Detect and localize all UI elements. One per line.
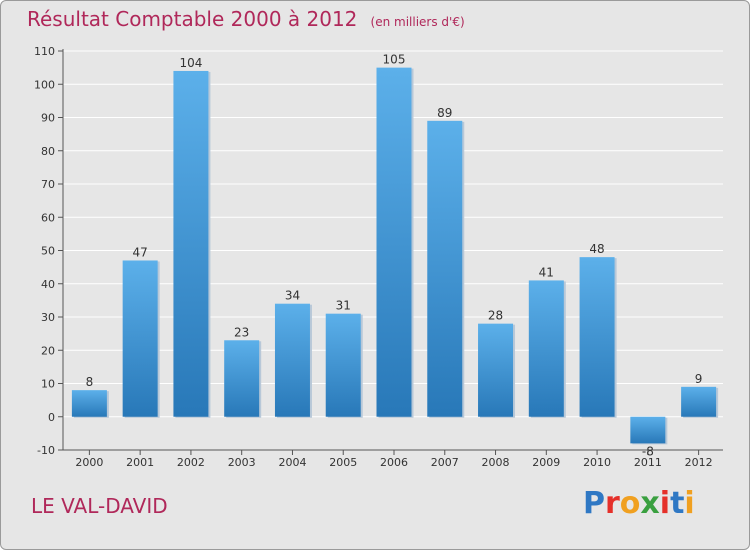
- brand-letter: P: [583, 486, 605, 521]
- bar-value-label: 41: [539, 265, 554, 279]
- x-tick-label: 2007: [431, 456, 459, 469]
- x-tick-label: 2011: [634, 456, 662, 469]
- x-tick-label: 2003: [228, 456, 256, 469]
- bar-value-label: -8: [642, 444, 654, 458]
- bar: [122, 260, 158, 417]
- brand-letter: i: [659, 486, 671, 521]
- brand-letter: t: [670, 486, 685, 521]
- bar: [427, 120, 463, 417]
- x-tick-label: 2004: [278, 456, 306, 469]
- label-layer: 8 47 104 23 34 31 105 89 28 41 48 -8 9: [86, 53, 703, 459]
- bar: [681, 386, 717, 417]
- bar-value-label: 34: [285, 289, 300, 303]
- y-tick-label: -10: [37, 444, 55, 457]
- bar: [376, 67, 412, 417]
- y-tick-label: 40: [41, 278, 55, 291]
- y-tick-label: 20: [41, 344, 55, 357]
- bar: [579, 257, 615, 417]
- y-tick-label: 70: [41, 178, 55, 191]
- y-tick-label: 110: [34, 45, 55, 58]
- y-tick-label: 100: [34, 78, 55, 91]
- bar-value-label: 104: [179, 56, 202, 70]
- brand-letter: i: [684, 486, 695, 521]
- bar-value-label: 8: [86, 375, 94, 389]
- title-row: Résultat Comptable 2000 à 2012 (en milli…: [27, 7, 465, 31]
- chart-subtitle: (en milliers d'€): [370, 15, 465, 29]
- bar-value-label: 31: [336, 299, 351, 313]
- bar-layer: [71, 67, 719, 445]
- bar: [478, 323, 514, 417]
- brand-letter: o: [619, 486, 641, 521]
- bar-value-label: 28: [488, 309, 503, 323]
- city-label: LE VAL-DAVID: [31, 494, 168, 518]
- x-tick-label: 2012: [685, 456, 713, 469]
- y-tick-label: 90: [41, 112, 55, 125]
- y-tick-label: 80: [41, 145, 55, 158]
- y-tick-label: 0: [48, 411, 55, 424]
- bar: [71, 390, 107, 417]
- chart-title: Résultat Comptable 2000 à 2012: [27, 7, 358, 31]
- brand-letter: r: [605, 486, 620, 521]
- bar-value-label: 89: [437, 106, 452, 120]
- x-tick-label: 2005: [329, 456, 357, 469]
- x-tick-label: 2006: [380, 456, 408, 469]
- x-tick-label: 2002: [177, 456, 205, 469]
- bar-value-label: 48: [589, 242, 604, 256]
- bar: [528, 280, 564, 417]
- bar: [325, 313, 361, 417]
- bar-value-label: 47: [133, 245, 148, 259]
- x-tick-label: 2000: [75, 456, 103, 469]
- bar: [630, 416, 666, 444]
- bar-value-label: 23: [234, 325, 249, 339]
- bar: [224, 340, 260, 417]
- x-tick-label: 2010: [583, 456, 611, 469]
- bar-value-label: 105: [383, 53, 406, 67]
- x-tick-label: 2008: [482, 456, 510, 469]
- x-tick-label: 2009: [532, 456, 560, 469]
- brand-letter: x: [640, 486, 660, 521]
- brand-logo[interactable]: Proxiti: [583, 486, 695, 521]
- y-tick-label: 50: [41, 245, 55, 258]
- y-tick-label: 10: [41, 378, 55, 391]
- y-tick-label: 60: [41, 211, 55, 224]
- bar: [274, 303, 310, 417]
- y-tick-label: 30: [41, 311, 55, 324]
- bar-value-label: 9: [695, 372, 703, 386]
- x-tick-label: 2001: [126, 456, 154, 469]
- bar: [173, 70, 209, 417]
- axis-layer: -10 0 10 20 30 40 50 60 70 80 90 100 110 2000 2001 2002…: [34, 45, 723, 469]
